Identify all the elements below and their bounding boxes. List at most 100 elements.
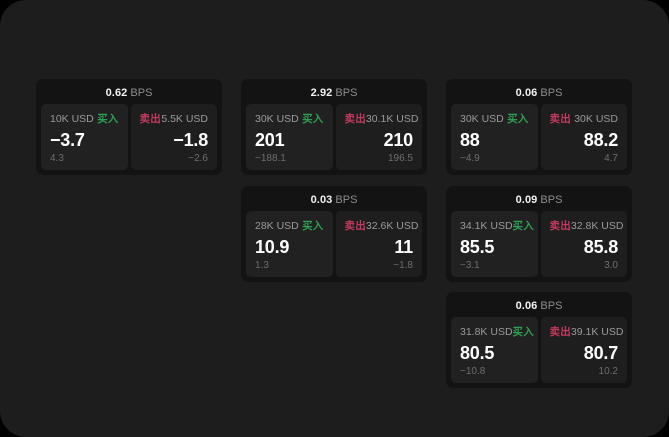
bid-pane[interactable]: 10K USD 买入 −3.7 4.3 bbox=[41, 104, 128, 170]
bid-delta: 4.3 bbox=[50, 153, 64, 164]
quote-card[interactable]: 0.09 BPS 34.1K USD 买入 85.5 −3.1 卖出 bbox=[446, 186, 632, 282]
ask-price: 80.7 bbox=[583, 343, 618, 363]
sell-tag: 卖出 bbox=[549, 113, 571, 125]
card-panes: 10K USD 买入 −3.7 4.3 卖出 5.5K USD −1.8 −2.… bbox=[36, 104, 222, 175]
bps-unit: BPS bbox=[335, 87, 358, 99]
ask-price: 88.2 bbox=[583, 130, 618, 150]
ask-size-label: 32.8K USD bbox=[570, 219, 624, 232]
ask-pane[interactable]: 卖出 39.1K USD 80.7 10.2 bbox=[540, 317, 627, 383]
quote-card[interactable]: 0.06 BPS 31.8K USD 买入 80.5 −10.8 卖出 bbox=[446, 292, 632, 388]
bps-value: 0.09 bbox=[515, 194, 538, 206]
bid-price: 10.9 bbox=[255, 237, 290, 257]
quote-card-grid: 0.62 BPS 10K USD 买入 −3.7 4.3 卖出 bbox=[36, 79, 634, 388]
bid-price: 85.5 bbox=[460, 237, 495, 257]
sell-tag: 卖出 bbox=[344, 220, 366, 232]
buy-tag: 买入 bbox=[302, 113, 324, 125]
ask-price: 11 bbox=[394, 237, 413, 257]
bid-size-label: 28K USD bbox=[255, 219, 299, 232]
bid-pane-header: 10K USD 买入 bbox=[50, 112, 119, 126]
card-panes: 30K USD 买入 201 −188.1 卖出 30.1K USD 210 1… bbox=[241, 104, 427, 175]
bps-unit: BPS bbox=[540, 87, 563, 99]
card-panes: 34.1K USD 买入 85.5 −3.1 卖出 32.8K USD 85.8… bbox=[446, 211, 632, 282]
bid-pane-header: 30K USD 买入 bbox=[460, 112, 529, 126]
card-header: 0.06 BPS bbox=[446, 292, 632, 317]
card-header: 0.06 BPS bbox=[446, 79, 632, 104]
ask-pane-header: 卖出 5.5K USD bbox=[139, 112, 209, 126]
bid-pane-header: 28K USD 买入 bbox=[255, 219, 324, 233]
bid-price: 80.5 bbox=[460, 343, 495, 363]
bid-size-label: 34.1K USD bbox=[460, 219, 513, 232]
card-header: 0.62 BPS bbox=[36, 79, 222, 104]
ask-pane[interactable]: 卖出 5.5K USD −1.8 −2.6 bbox=[130, 104, 217, 170]
sell-tag: 卖出 bbox=[344, 113, 366, 125]
ask-delta: −2.6 bbox=[188, 153, 208, 164]
ask-price: 85.8 bbox=[583, 237, 618, 257]
bid-delta: −3.1 bbox=[460, 260, 480, 271]
bid-size-label: 30K USD bbox=[255, 112, 299, 125]
ask-size-label: 30K USD bbox=[574, 112, 618, 125]
bps-value: 0.06 bbox=[515, 300, 538, 312]
quote-card[interactable]: 0.62 BPS 10K USD 买入 −3.7 4.3 卖出 bbox=[36, 79, 222, 175]
bps-unit: BPS bbox=[335, 194, 358, 206]
bps-value: 0.62 bbox=[105, 87, 128, 99]
bps-value: 0.03 bbox=[310, 194, 333, 206]
buy-tag: 买入 bbox=[512, 220, 534, 232]
bid-pane[interactable]: 31.8K USD 买入 80.5 −10.8 bbox=[451, 317, 538, 383]
bid-pane[interactable]: 30K USD 买入 88 −4.9 bbox=[451, 104, 538, 170]
bid-delta: −4.9 bbox=[460, 153, 480, 164]
bid-size-label: 30K USD bbox=[460, 112, 504, 125]
bps-value: 2.92 bbox=[310, 87, 333, 99]
bps-unit: BPS bbox=[130, 87, 153, 99]
ask-pane-header: 卖出 39.1K USD bbox=[550, 325, 624, 339]
ask-size-label: 5.5K USD bbox=[161, 112, 208, 125]
ask-pane[interactable]: 卖出 30.1K USD 210 196.5 bbox=[335, 104, 422, 170]
quote-card[interactable]: 0.06 BPS 30K USD 买入 88 −4.9 卖出 bbox=[446, 79, 632, 175]
card-header: 0.03 BPS bbox=[241, 186, 427, 211]
ask-delta: 3.0 bbox=[604, 260, 618, 271]
ask-pane-header: 卖出 32.8K USD bbox=[549, 219, 624, 233]
buy-tag: 买入 bbox=[302, 220, 324, 232]
buy-tag: 买入 bbox=[512, 326, 534, 338]
bid-pane[interactable]: 34.1K USD 买入 85.5 −3.1 bbox=[451, 211, 538, 277]
bps-value: 0.06 bbox=[515, 87, 538, 99]
bid-price: 201 bbox=[255, 130, 285, 150]
bid-pane-header: 30K USD 买入 bbox=[255, 112, 324, 126]
card-header: 2.92 BPS bbox=[241, 79, 427, 104]
ask-pane-header: 卖出 30.1K USD bbox=[344, 112, 419, 126]
quote-card[interactable]: 0.03 BPS 28K USD 买入 10.9 1.3 卖出 bbox=[241, 186, 427, 282]
ask-pane[interactable]: 卖出 32.6K USD 11 −1.8 bbox=[335, 211, 422, 277]
ask-delta: 196.5 bbox=[387, 153, 413, 164]
ask-size-label: 30.1K USD bbox=[365, 112, 419, 125]
bid-price: −3.7 bbox=[50, 130, 85, 150]
ask-pane-header: 卖出 30K USD bbox=[549, 112, 619, 126]
ask-delta: 10.2 bbox=[598, 366, 618, 377]
ask-pane-header: 卖出 32.6K USD bbox=[344, 219, 419, 233]
ask-delta: 4.7 bbox=[604, 153, 618, 164]
quote-card[interactable]: 2.92 BPS 30K USD 买入 201 −188.1 卖出 bbox=[241, 79, 427, 175]
ask-size-label: 39.1K USD bbox=[570, 325, 624, 338]
bid-pane[interactable]: 28K USD 买入 10.9 1.3 bbox=[246, 211, 333, 277]
bid-delta: −188.1 bbox=[255, 153, 286, 164]
ask-pane[interactable]: 卖出 30K USD 88.2 4.7 bbox=[540, 104, 627, 170]
bps-unit: BPS bbox=[540, 194, 563, 206]
bid-price: 88 bbox=[460, 130, 480, 150]
ask-delta: −1.8 bbox=[393, 260, 413, 271]
bid-delta: −10.8 bbox=[460, 366, 486, 377]
bid-pane-header: 31.8K USD 买入 bbox=[460, 325, 534, 339]
bid-size-label: 31.8K USD bbox=[460, 325, 513, 338]
card-header: 0.09 BPS bbox=[446, 186, 632, 211]
ask-pane[interactable]: 卖出 32.8K USD 85.8 3.0 bbox=[540, 211, 627, 277]
card-panes: 31.8K USD 买入 80.5 −10.8 卖出 39.1K USD 80.… bbox=[446, 317, 632, 388]
bid-pane[interactable]: 30K USD 买入 201 −188.1 bbox=[246, 104, 333, 170]
bid-size-label: 10K USD bbox=[50, 112, 94, 125]
buy-tag: 买入 bbox=[97, 113, 119, 125]
ask-price: 210 bbox=[383, 130, 414, 150]
buy-tag: 买入 bbox=[507, 113, 529, 125]
card-panes: 30K USD 买入 88 −4.9 卖出 30K USD 88.2 4.7 bbox=[446, 104, 632, 175]
ask-price: −1.8 bbox=[173, 130, 208, 150]
sell-tag: 卖出 bbox=[549, 220, 571, 232]
bps-unit: BPS bbox=[540, 300, 563, 312]
bid-pane-header: 34.1K USD 买入 bbox=[460, 219, 534, 233]
sell-tag: 卖出 bbox=[139, 113, 161, 125]
